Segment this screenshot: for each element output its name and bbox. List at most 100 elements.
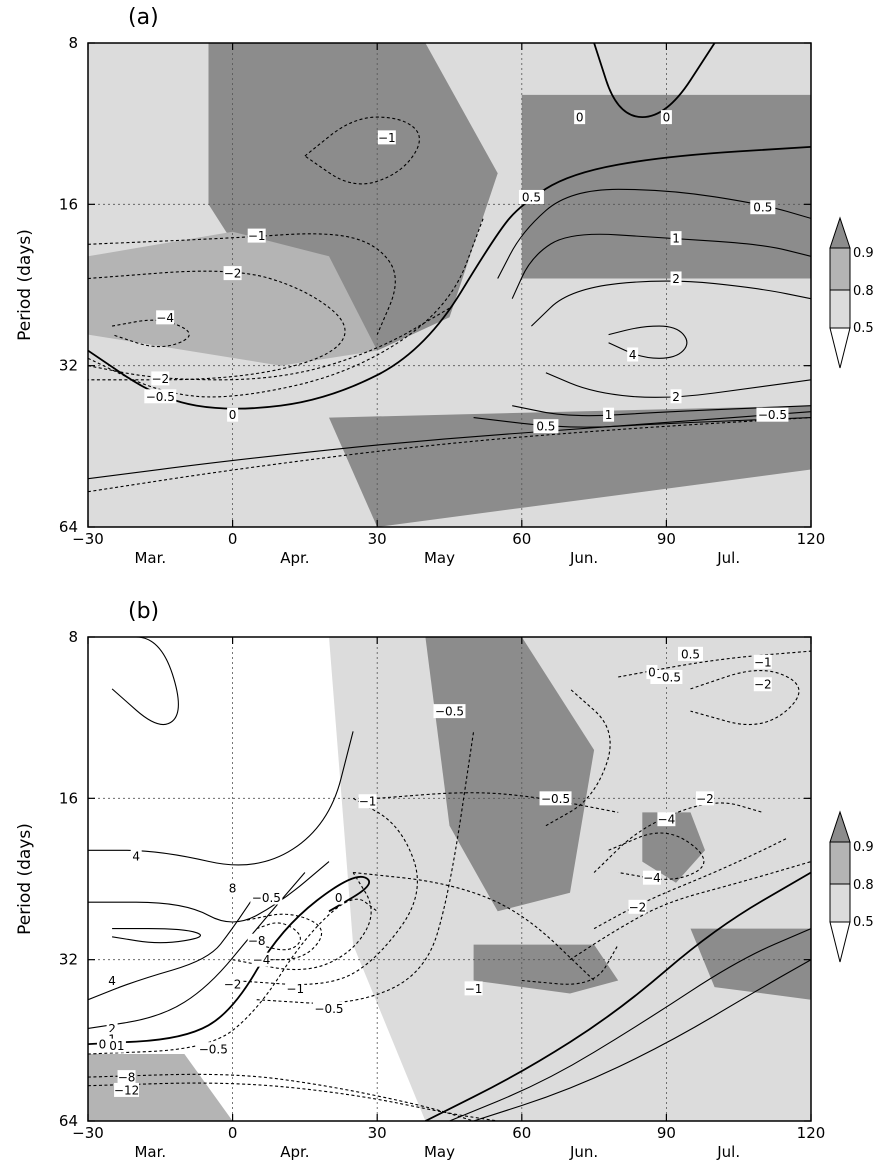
chart-panel-b: 0.5 −1 −0.5 0 −2 −0.5 −2 −0.5 −1 −4 4 −4 8 −0.5 0 −2 −8 −… xyxy=(15,599,874,1161)
colorbar-top-triangle xyxy=(830,812,850,842)
contour-label: 0 xyxy=(576,111,584,125)
contour-label: 0 xyxy=(99,1038,107,1052)
month-label: Jun. xyxy=(569,549,598,567)
contour-label: 0 xyxy=(663,111,671,125)
contour-label: 2 xyxy=(672,390,680,404)
contour-label: 01 xyxy=(109,1039,124,1053)
contour-label: −1 xyxy=(754,655,772,669)
panel-label: (b) xyxy=(128,599,159,624)
contour-label: −0.5 xyxy=(314,1002,343,1016)
x-tick-label: 30 xyxy=(368,530,387,548)
y-tick-label: 16 xyxy=(59,195,78,213)
x-tick-label: 120 xyxy=(797,1124,826,1142)
x-tick-label: 0 xyxy=(228,530,238,548)
contour-label: 0.5 xyxy=(681,647,700,661)
month-label: Jul. xyxy=(716,549,740,567)
contour-label: −1 xyxy=(359,795,377,809)
contour-label: −0.5 xyxy=(199,1043,228,1057)
contour-line xyxy=(112,929,200,943)
contour-label: −0.5 xyxy=(541,792,570,806)
month-label: May xyxy=(424,1143,455,1161)
colorbar-segment xyxy=(830,884,850,922)
colorbar-label: 0.8 xyxy=(853,284,874,299)
y-tick-label: 16 xyxy=(59,789,78,807)
plot-area: 0.5 −1 −0.5 0 −2 −0.5 −2 −0.5 −1 −4 4 −4 8 −0.5 0 −2 −8 −… xyxy=(88,637,811,1121)
colorbar-bottom-triangle xyxy=(830,328,850,368)
contour-line xyxy=(88,862,329,922)
contour-label: −1 xyxy=(465,982,483,996)
contour-label: −0.5 xyxy=(252,891,281,905)
x-tick-label: 0 xyxy=(228,1124,238,1142)
contour-label: 4 xyxy=(132,850,140,864)
month-label: Jul. xyxy=(716,1143,740,1161)
contour-label: 8 xyxy=(229,881,237,895)
contour-label: 0 xyxy=(335,891,343,905)
colorbar-segment xyxy=(830,290,850,328)
y-tick-label: 32 xyxy=(59,951,78,969)
contour-label: −1 xyxy=(286,982,304,996)
contour-label: 0.5 xyxy=(522,190,541,204)
colorbar-label: 0.5 xyxy=(853,321,874,336)
contour-label: 1 xyxy=(672,232,680,246)
contour-label: −1 xyxy=(248,229,266,243)
y-tick-label: 8 xyxy=(68,628,78,646)
contour-label: −2 xyxy=(696,792,714,806)
contour-label: −0.5 xyxy=(758,408,787,422)
y-axis-label: Period (days) xyxy=(15,229,35,341)
x-tick-label: 90 xyxy=(657,530,676,548)
chart-panel-a: −1 −1 −2 −4 −2 −0.5 0 0 0 0.5 0.5 1 2 4 2 1 0.5 −0.5 −30 0 3… xyxy=(15,5,874,567)
plot-area: −1 −1 −2 −4 −2 −0.5 0 0 0 0.5 0.5 1 2 4 2 1 0.5 −0.5 xyxy=(88,43,811,527)
contour-label: −4 xyxy=(658,813,676,827)
contour-label: −4 xyxy=(643,871,661,885)
colorbar-segment xyxy=(830,842,850,884)
month-label: Mar. xyxy=(134,549,166,567)
contour-label: −4 xyxy=(156,311,174,325)
contour-label: −2 xyxy=(224,977,242,991)
y-tick-label: 64 xyxy=(59,1112,78,1130)
contour-label: 0 xyxy=(648,666,656,680)
month-label: Apr. xyxy=(280,549,309,567)
contour-label: −12 xyxy=(114,1083,139,1097)
x-tick-label: 30 xyxy=(368,1124,387,1142)
month-label: May xyxy=(424,549,455,567)
contour-line xyxy=(112,637,178,725)
colorbar-label: 0.5 xyxy=(853,915,874,930)
colorbar-label: 0.8 xyxy=(853,878,874,893)
contour-label: −2 xyxy=(754,678,772,692)
contour-label: −0.5 xyxy=(435,705,464,719)
month-label: Apr. xyxy=(280,1143,309,1161)
contour-label: 0.5 xyxy=(536,420,555,434)
colorbar-legend: 0.9 0.8 0.5 xyxy=(830,812,874,962)
x-tick-label: 90 xyxy=(657,1124,676,1142)
contour-label: 4 xyxy=(108,974,116,988)
contour-label: −2 xyxy=(151,372,169,386)
colorbar-top-triangle xyxy=(830,218,850,248)
contour-label: −4 xyxy=(253,953,271,967)
colorbar-bottom-triangle xyxy=(830,922,850,962)
x-tick-label: 120 xyxy=(797,530,826,548)
contour-label: −0.5 xyxy=(146,390,175,404)
y-tick-label: 32 xyxy=(59,357,78,375)
colorbar-label: 0.9 xyxy=(853,840,874,855)
y-axis-label: Period (days) xyxy=(15,823,35,935)
x-tick-label: 60 xyxy=(512,1124,531,1142)
contour-label: −8 xyxy=(248,934,266,948)
contour-label: −2 xyxy=(629,900,647,914)
colorbar-label: 0.9 xyxy=(853,246,874,261)
y-tick-label: 64 xyxy=(59,518,78,536)
contour-label: 0.5 xyxy=(753,201,772,215)
contour-label: 0 xyxy=(229,408,237,422)
contour-label: −1 xyxy=(378,131,396,145)
panel-label: (a) xyxy=(128,5,159,30)
month-label: Jun. xyxy=(569,1143,598,1161)
contour-label: −2 xyxy=(224,267,242,281)
colorbar-legend: 0.9 0.8 0.5 xyxy=(830,218,874,368)
contour-label: 2 xyxy=(672,272,680,286)
month-label: Mar. xyxy=(134,1143,166,1161)
contour-label: 1 xyxy=(605,408,613,422)
x-tick-label: 60 xyxy=(512,530,531,548)
contour-label: 4 xyxy=(629,348,637,362)
y-tick-label: 8 xyxy=(68,34,78,52)
colorbar-segment xyxy=(830,248,850,290)
